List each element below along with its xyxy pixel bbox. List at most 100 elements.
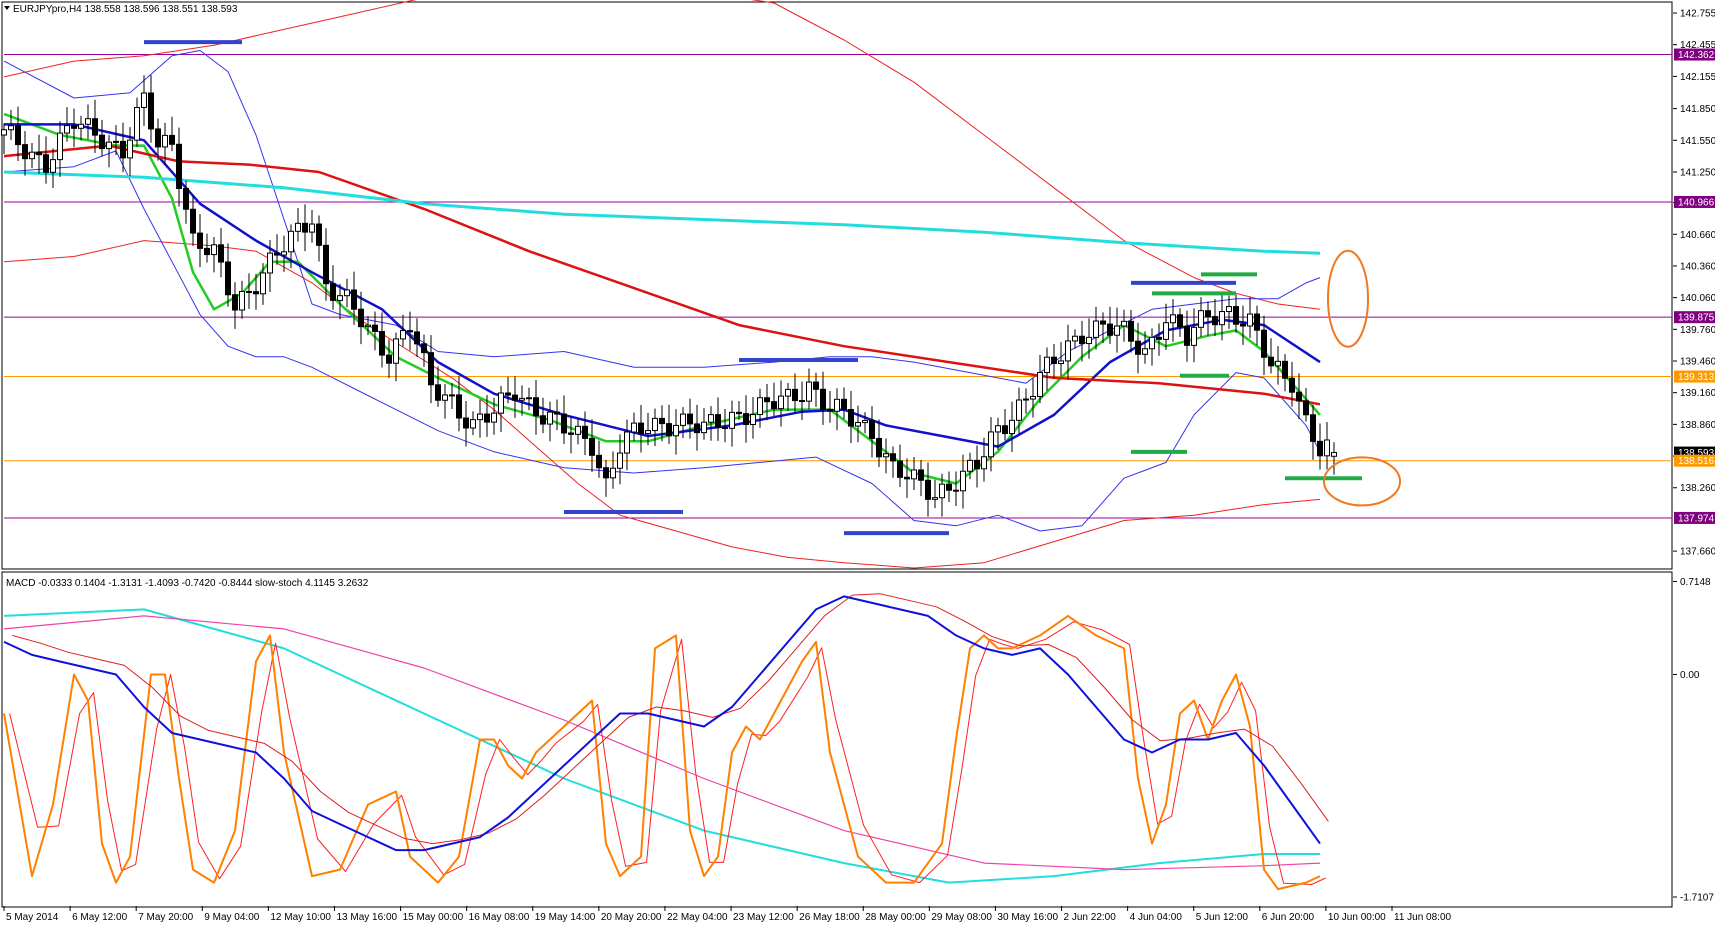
candle bbox=[477, 399, 483, 438]
candle-body bbox=[1233, 306, 1239, 325]
time-tick-label: 19 May 14:00 bbox=[535, 912, 596, 923]
candle bbox=[897, 444, 903, 488]
candle-body bbox=[22, 144, 28, 160]
candle-body bbox=[603, 467, 609, 479]
candle bbox=[603, 459, 609, 497]
candle-body bbox=[1107, 323, 1113, 336]
candle bbox=[1233, 294, 1239, 333]
candle bbox=[925, 462, 931, 517]
candle-body bbox=[505, 392, 511, 396]
candle-body bbox=[113, 140, 119, 143]
candle-body bbox=[1023, 398, 1029, 401]
candle-body bbox=[960, 470, 966, 492]
candle-body bbox=[568, 432, 574, 435]
candle bbox=[1149, 328, 1155, 366]
candle-body bbox=[757, 397, 763, 416]
candle-body bbox=[981, 456, 987, 470]
candle bbox=[337, 283, 343, 320]
candle bbox=[624, 419, 630, 471]
candle bbox=[631, 412, 637, 442]
price-axis: 142.755 142.455 142.155 141.850 141.550 141.2… bbox=[1673, 9, 1715, 903]
candle-body bbox=[799, 400, 805, 403]
candle bbox=[512, 376, 518, 418]
candle bbox=[967, 452, 973, 480]
candle-body bbox=[1303, 400, 1309, 416]
candle bbox=[29, 143, 35, 169]
price-tag-box bbox=[1674, 311, 1715, 324]
candle bbox=[400, 314, 406, 347]
collapse-triangle-icon[interactable] bbox=[4, 6, 10, 10]
candle-body bbox=[1212, 316, 1218, 326]
candle bbox=[540, 397, 546, 434]
moving-average-line-cyan bbox=[3, 170, 1321, 255]
candle bbox=[736, 401, 742, 421]
candle-body bbox=[120, 140, 126, 159]
candle-body bbox=[988, 431, 994, 458]
candle bbox=[848, 390, 854, 444]
candle bbox=[729, 400, 735, 447]
candle-body bbox=[897, 460, 903, 478]
price-tick-label: 139.160 bbox=[1680, 388, 1715, 399]
candle bbox=[1219, 293, 1225, 341]
candle-body bbox=[876, 437, 882, 458]
stochastic-signal-line bbox=[9, 621, 1326, 885]
candle bbox=[666, 404, 672, 444]
candle bbox=[1184, 310, 1190, 362]
candle-body bbox=[211, 244, 217, 256]
candle bbox=[554, 399, 560, 431]
candle bbox=[8, 109, 14, 141]
candle bbox=[288, 224, 294, 269]
candle-body bbox=[827, 408, 833, 412]
price-tick-label: 137.660 bbox=[1680, 547, 1715, 558]
candle-body bbox=[1226, 306, 1232, 313]
candle bbox=[505, 376, 511, 404]
macd-signal-line bbox=[12, 593, 1329, 845]
candle-body bbox=[834, 398, 840, 412]
candle-body bbox=[694, 423, 700, 434]
price-tag-box bbox=[1674, 511, 1715, 524]
candle bbox=[1198, 297, 1204, 337]
candle bbox=[673, 409, 679, 455]
candle-body bbox=[204, 247, 210, 256]
candle bbox=[1163, 303, 1169, 350]
candle-body bbox=[848, 409, 854, 427]
candle-body bbox=[1016, 399, 1022, 421]
time-tick-label: 9 May 04:00 bbox=[204, 912, 259, 923]
candle bbox=[64, 107, 70, 142]
candle bbox=[1009, 401, 1015, 453]
candle-body bbox=[1030, 395, 1036, 400]
candle-body bbox=[862, 419, 868, 424]
candle bbox=[869, 406, 875, 458]
candle bbox=[652, 408, 658, 446]
candle bbox=[1268, 338, 1274, 374]
candle-body bbox=[1086, 336, 1092, 345]
candle-body bbox=[624, 431, 630, 454]
candle-body bbox=[1051, 356, 1057, 365]
slow-cyan-line bbox=[3, 608, 1320, 884]
candle bbox=[582, 411, 588, 456]
candle bbox=[638, 405, 644, 453]
candle-body bbox=[1114, 325, 1120, 336]
macd-tick-label: 0.00 bbox=[1680, 670, 1700, 681]
candle bbox=[694, 404, 700, 451]
candle-body bbox=[575, 425, 581, 435]
candle-body bbox=[1128, 320, 1134, 342]
candle bbox=[428, 335, 434, 404]
candle bbox=[575, 418, 581, 445]
time-tick-label: 11 Jun 08:00 bbox=[1394, 912, 1452, 923]
candle-body bbox=[1093, 320, 1099, 338]
time-tick-label: 28 May 00:00 bbox=[865, 912, 926, 923]
candle bbox=[1275, 346, 1281, 385]
candle-body bbox=[1058, 360, 1064, 365]
candle bbox=[260, 263, 266, 305]
candle-body bbox=[673, 424, 679, 437]
candle-body bbox=[1289, 377, 1295, 393]
time-tick-label: 4 Jun 04:00 bbox=[1130, 912, 1183, 923]
candle bbox=[463, 400, 469, 447]
candle bbox=[141, 75, 147, 126]
candle bbox=[1212, 299, 1218, 336]
candle bbox=[491, 397, 497, 435]
candle bbox=[190, 194, 196, 246]
candle bbox=[1002, 408, 1008, 441]
